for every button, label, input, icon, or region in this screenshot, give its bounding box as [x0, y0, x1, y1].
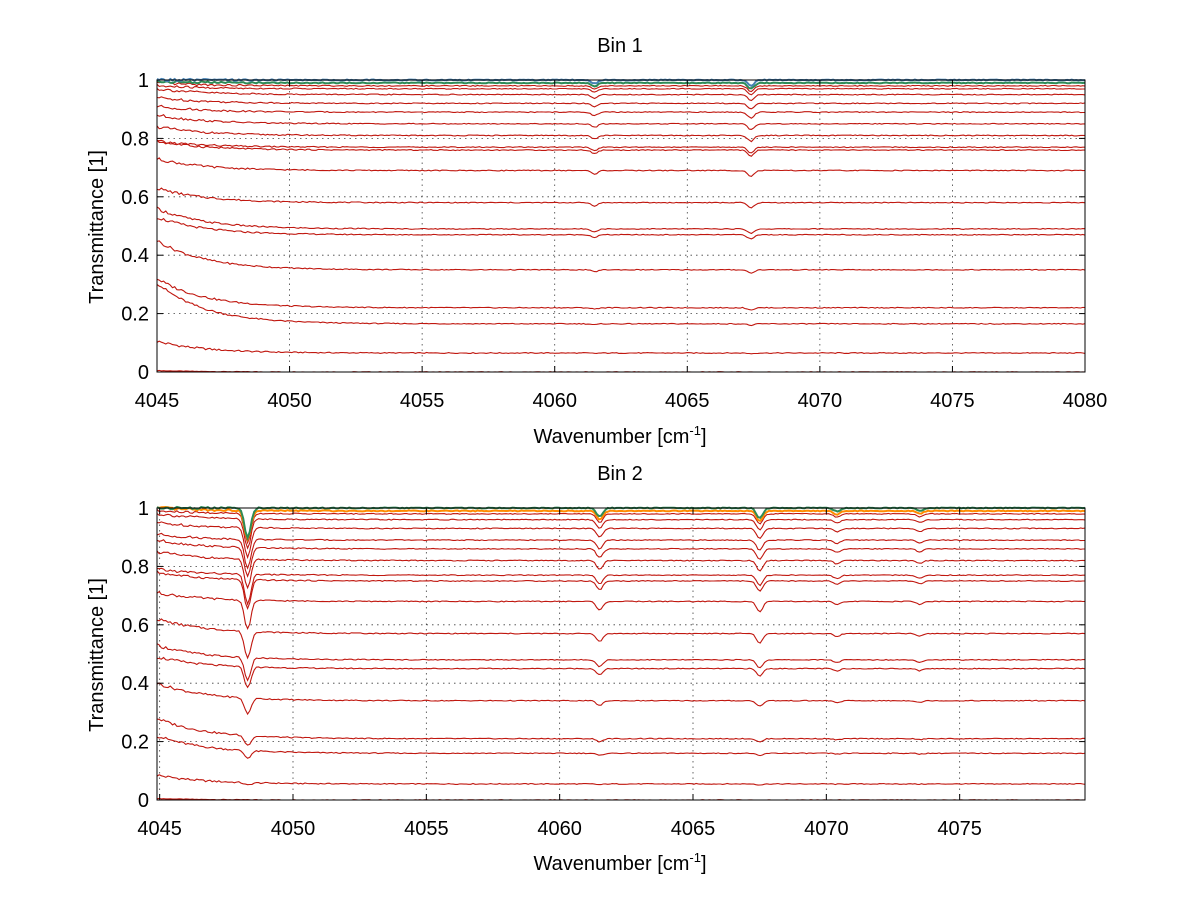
bin2-y-tick-label: 0.4: [121, 673, 149, 695]
bin2-y-tick-label: 0.6: [121, 615, 149, 637]
bin1-plot-frame: [156, 79, 1086, 373]
bin1-y-tick-label: 0.6: [121, 187, 149, 209]
bin1-series-line-13: [156, 104, 1085, 119]
bin1-x-axis-label: Wavenumber [cm-1]: [533, 423, 706, 448]
bin2-plot-frame: [156, 507, 1086, 801]
bin1-x-tick-label: 4075: [930, 390, 975, 412]
bin2-series-line-4: [156, 682, 1086, 716]
bin2-panel: Bin 2 Wavenumber [cm-1] Transmittance [1…: [86, 463, 1086, 875]
bin1-y-tick-label: 0.8: [121, 128, 149, 150]
bin1-x-tick-label: 4050: [267, 390, 312, 412]
bin1-series-line-11: [156, 125, 1086, 143]
bin2-x-axis-label-sup: -1: [689, 850, 701, 865]
bin2-y-tick-label: 0.2: [121, 732, 149, 754]
bin1-x-axis-label-end: ]: [701, 426, 707, 448]
bin2-x-tick-label: 4045: [137, 818, 182, 840]
bin2-series-line-2: [156, 736, 1086, 759]
bin2-x-tick-label: 4075: [937, 818, 982, 840]
bin2-series-line-13: [156, 532, 1085, 570]
bin1-series-line-8: [156, 157, 1086, 178]
bin2-y-axis-label: Transmittance [1]: [86, 578, 108, 732]
bin1-series-line-6: [156, 206, 1086, 235]
bin2-series-line-5: [156, 656, 1086, 689]
bin1-series-line-15: [156, 87, 1086, 102]
bin1-y-axis-label: Transmittance [1]: [86, 150, 108, 304]
bin2-series-line-1: [156, 774, 1086, 786]
bin2-series-line-10: [156, 567, 1085, 606]
bin1-y-tick-label: 1: [138, 70, 149, 92]
bin1-x-tick-label: 4065: [665, 390, 710, 412]
bin2-title: Bin 2: [597, 463, 643, 485]
bin1-panel: Bin 1 Wavenumber [cm-1] Transmittance [1…: [86, 35, 1107, 448]
bin2-series-line-9: [156, 570, 1085, 611]
bin2-series-line-12: [156, 539, 1085, 578]
bin1-series-line-7: [156, 187, 1086, 209]
bin2-x-tick-label: 4055: [404, 818, 449, 840]
bin2-x-tick-label: 4065: [671, 818, 716, 840]
bin1-series-line-2: [156, 284, 1086, 327]
bin1-title: Bin 1: [597, 35, 643, 57]
bin1-series-line-16: [156, 83, 1085, 96]
bin1-y-tick-label: 0.4: [121, 245, 149, 267]
bin1-x-tick-label: 4060: [532, 390, 577, 412]
bin2-series-line-8: [156, 590, 1086, 630]
bin1-x-tick-label: 4045: [135, 390, 180, 412]
bin2-x-tick-label: 4070: [804, 818, 849, 840]
bin1-y-tick-label: 0: [138, 362, 149, 384]
bin1-x-tick-label: 4055: [400, 390, 445, 412]
bin1-series-line-12: [156, 114, 1085, 130]
bin1-series-line-14: [156, 96, 1086, 110]
bin2-y-tick-label: 0: [138, 790, 149, 812]
bin2-x-tick-label: 4060: [537, 818, 582, 840]
bin2-series-line-15: [156, 513, 1086, 550]
bin1-series-line-1: [156, 340, 1086, 355]
bin1-x-tick-label: 4080: [1063, 390, 1108, 412]
bin2-y-tick-label: 0.8: [121, 556, 149, 578]
bin2-series-line-14: [156, 521, 1086, 560]
bin2-series-line-7: [156, 618, 1086, 660]
bin1-series-line-9: [156, 139, 1085, 157]
bin1-x-axis-label-main: Wavenumber [cm: [533, 426, 689, 448]
bin2-x-tick-label: 4050: [271, 818, 316, 840]
bin1-series-line-5: [156, 217, 1086, 240]
bin2-y-tick-label: 1: [138, 498, 149, 520]
bin2-series-line-17: [156, 505, 1086, 543]
bin2-series-line-11: [156, 550, 1086, 590]
bin1-series-line-4: [156, 240, 1086, 274]
bin2-x-axis-label-main: Wavenumber [cm: [533, 853, 689, 875]
bin1-y-tick-label: 0.2: [121, 304, 149, 326]
bin2-series-line-16: [156, 509, 1085, 545]
bin2-series-line-6: [156, 643, 1086, 682]
bin2-series-line-3: [156, 718, 1086, 746]
bin1-x-axis-label-sup: -1: [689, 423, 701, 438]
bin1-series-line-18: [156, 79, 1086, 90]
bin2-x-axis-label: Wavenumber [cm-1]: [533, 850, 706, 875]
bin1-series-line-17: [156, 81, 1086, 93]
bin1-series-line-3: [156, 278, 1086, 311]
bin1-series-line-10: [156, 139, 1085, 154]
bin2-x-axis-label-end: ]: [701, 853, 707, 875]
bin1-x-tick-label: 4070: [798, 390, 843, 412]
